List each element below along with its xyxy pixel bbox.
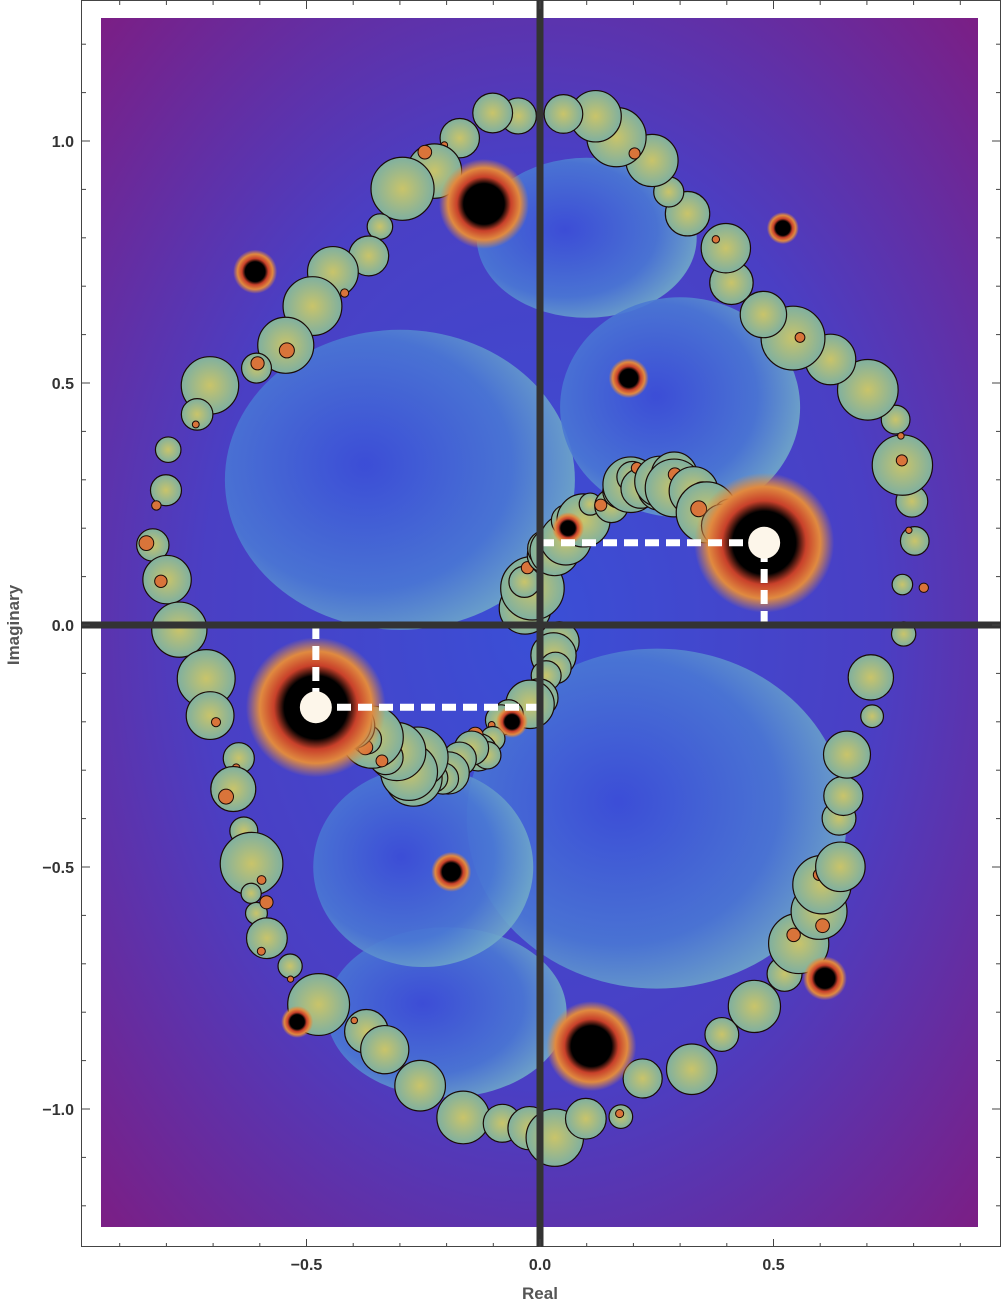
fractal-bulb (665, 1043, 718, 1096)
y-tick-label: 0.5 (52, 376, 74, 393)
fractal-bulb (360, 1024, 410, 1075)
axes (81, 0, 1001, 1247)
fractal-bulb (815, 918, 830, 934)
fractal-bulb (918, 582, 929, 593)
y-tick-label: −0.5 (42, 860, 74, 877)
fractal-bulb (711, 235, 721, 244)
fractal-bulb (622, 1058, 663, 1099)
fractal-bulb (895, 454, 908, 467)
fractal-bulb (277, 953, 303, 979)
fractal-bulb (472, 92, 514, 134)
fractal-bulb (615, 1109, 625, 1119)
fractal-bulb (366, 213, 394, 240)
fractal-bulb (823, 775, 864, 817)
fractal-bulb (240, 882, 262, 904)
fractal-bulb (375, 754, 389, 768)
attractor-spot (552, 512, 585, 545)
fractal-bulb (149, 474, 183, 507)
fractal-bulb (191, 420, 200, 429)
basin (476, 157, 697, 318)
fractal-bulb (151, 500, 162, 511)
fractal-bulb (836, 358, 899, 421)
fractal-bulb (394, 1059, 447, 1112)
fractal-image (136, 89, 934, 1167)
fractal-bulb (417, 144, 433, 160)
fractal-bulb (700, 222, 752, 274)
marked-points (299, 526, 781, 724)
tick-labels: −0.5 0.0 0.5 1.0 0.5 0.0 −0.5 −1.0 (42, 134, 784, 1274)
basin (313, 767, 534, 967)
attractor-spot (281, 1005, 314, 1038)
y-tick-label: 1.0 (52, 134, 74, 151)
fractal-bulb (370, 156, 435, 221)
fractal-bulb (154, 436, 182, 464)
fractal-bulb (151, 601, 208, 658)
fractal-bulb (727, 979, 782, 1034)
x-tick-label: 0.0 (529, 1257, 551, 1274)
fractal-bulb (891, 573, 914, 596)
fractal-bulb (138, 535, 155, 552)
fractal-bulb (154, 574, 168, 588)
attractor-spot (233, 249, 278, 294)
fractal-bulb (350, 1016, 359, 1025)
fractal-bulb (822, 730, 872, 779)
fractal-bulb (564, 1097, 607, 1140)
fractal-bulb (897, 432, 905, 440)
basin (466, 648, 847, 989)
attractor-spot (608, 358, 649, 399)
basin (224, 329, 575, 630)
fractal-bulb (180, 398, 214, 431)
marked-point (299, 691, 332, 724)
fractal-bulb (340, 288, 350, 298)
fractal-bulb (860, 704, 885, 729)
fractal-bulb (628, 147, 641, 160)
attractor-spot (802, 956, 847, 1001)
attractor-spot (438, 158, 529, 249)
fractal-bulb (210, 717, 222, 728)
fractal-bulb (278, 342, 295, 359)
fractal-bulb (739, 290, 788, 339)
fractal-bulb (250, 356, 265, 371)
y-tick-label: 0.0 (52, 618, 74, 635)
fractal-bulb (218, 788, 234, 805)
fractal-bulb (594, 498, 608, 512)
fractal-bulb (286, 975, 295, 983)
x-axis-label: Real (522, 1284, 558, 1303)
fractal-bulb (436, 1090, 491, 1145)
x-tick-label: −0.5 (291, 1257, 323, 1274)
attractor-spot (766, 212, 799, 245)
fractal-bulb (899, 526, 930, 556)
fractal-bulb (815, 841, 866, 893)
tick-marks (82, 1, 1000, 1247)
fractal-bulb (543, 94, 584, 134)
attractor-spot (431, 851, 472, 892)
fractal-bulb (847, 654, 895, 701)
fractal-bulb (786, 927, 801, 943)
fractal-bulb (245, 917, 288, 960)
fractal-bulb (704, 1016, 740, 1052)
fractal-bulb (185, 691, 235, 741)
fractal-bulb (256, 875, 267, 885)
attractor-spot (495, 705, 528, 738)
fractal-bulb (259, 895, 274, 910)
fractal-bulb (794, 332, 806, 343)
fractal-bulb (905, 526, 913, 534)
fractal-bulb (256, 946, 266, 956)
y-axis-label: Imaginary (4, 584, 23, 665)
y-tick-label: −1.0 (42, 1102, 74, 1119)
attractor-spot (546, 1001, 637, 1092)
marked-point (748, 526, 781, 559)
x-tick-label: 0.5 (762, 1257, 784, 1274)
fractal-bulb (210, 765, 257, 813)
